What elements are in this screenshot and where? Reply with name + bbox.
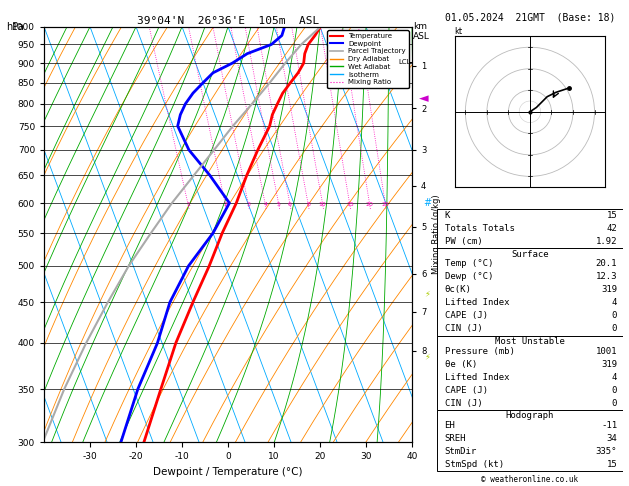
Bar xyxy=(437,410,623,471)
Text: Lifted Index: Lifted Index xyxy=(445,298,509,308)
Text: Temp (°C): Temp (°C) xyxy=(445,260,493,268)
Text: Totals Totals: Totals Totals xyxy=(445,224,515,233)
Bar xyxy=(437,335,623,410)
Text: 34: 34 xyxy=(606,434,617,443)
Text: 15: 15 xyxy=(606,460,617,469)
Text: ⚡: ⚡ xyxy=(425,289,431,298)
Text: 15: 15 xyxy=(606,211,617,220)
Text: Dewp (°C): Dewp (°C) xyxy=(445,272,493,281)
Text: Most Unstable: Most Unstable xyxy=(495,337,565,346)
Text: Lifted Index: Lifted Index xyxy=(445,373,509,382)
Text: LCL: LCL xyxy=(398,59,411,65)
Text: 20: 20 xyxy=(365,202,374,207)
Text: 319: 319 xyxy=(601,360,617,368)
Text: 2: 2 xyxy=(223,202,227,207)
Text: 0: 0 xyxy=(612,399,617,408)
Text: 0: 0 xyxy=(612,325,617,333)
Text: 1.92: 1.92 xyxy=(596,237,617,246)
Text: 15: 15 xyxy=(346,202,353,207)
Text: kt: kt xyxy=(455,27,463,36)
Text: θc(K): θc(K) xyxy=(445,285,472,295)
Text: StmDir: StmDir xyxy=(445,447,477,456)
Text: 10: 10 xyxy=(319,202,326,207)
Bar xyxy=(437,248,623,335)
Text: hPa: hPa xyxy=(6,22,24,32)
X-axis label: Dewpoint / Temperature (°C): Dewpoint / Temperature (°C) xyxy=(153,467,303,477)
Text: 8: 8 xyxy=(306,202,310,207)
Text: 1001: 1001 xyxy=(596,347,617,356)
Text: θe (K): θe (K) xyxy=(445,360,477,368)
Text: 4: 4 xyxy=(612,298,617,308)
Text: 319: 319 xyxy=(601,285,617,295)
Text: ⚡: ⚡ xyxy=(425,352,431,361)
Text: © weatheronline.co.uk: © weatheronline.co.uk xyxy=(481,474,579,484)
Text: -11: -11 xyxy=(601,421,617,430)
Text: 42: 42 xyxy=(606,224,617,233)
Text: K: K xyxy=(445,211,450,220)
Text: 4: 4 xyxy=(612,373,617,382)
Text: 0: 0 xyxy=(612,385,617,395)
Text: 5: 5 xyxy=(277,202,281,207)
Text: PW (cm): PW (cm) xyxy=(445,237,482,246)
Text: EH: EH xyxy=(445,421,455,430)
Text: #: # xyxy=(424,198,431,208)
Text: km
ASL: km ASL xyxy=(413,22,430,41)
Text: ◄: ◄ xyxy=(418,93,428,105)
Text: CAPE (J): CAPE (J) xyxy=(445,312,487,320)
Text: StmSpd (kt): StmSpd (kt) xyxy=(445,460,504,469)
Text: 01.05.2024  21GMT  (Base: 18): 01.05.2024 21GMT (Base: 18) xyxy=(445,12,615,22)
Text: 4: 4 xyxy=(263,202,267,207)
Text: CIN (J): CIN (J) xyxy=(445,325,482,333)
Text: Hodograph: Hodograph xyxy=(506,411,554,420)
Text: 335°: 335° xyxy=(596,447,617,456)
Text: 25: 25 xyxy=(381,202,389,207)
Y-axis label: Mixing Ratio (g/kg): Mixing Ratio (g/kg) xyxy=(432,195,441,274)
Text: Surface: Surface xyxy=(511,250,548,259)
Text: 1: 1 xyxy=(186,202,190,207)
Text: 12.3: 12.3 xyxy=(596,272,617,281)
Text: CAPE (J): CAPE (J) xyxy=(445,385,487,395)
Text: SREH: SREH xyxy=(445,434,466,443)
Legend: Temperature, Dewpoint, Parcel Trajectory, Dry Adiabat, Wet Adiabat, Isotherm, Mi: Temperature, Dewpoint, Parcel Trajectory… xyxy=(327,30,408,88)
Bar xyxy=(437,209,623,248)
Text: CIN (J): CIN (J) xyxy=(445,399,482,408)
Text: 0: 0 xyxy=(612,312,617,320)
Text: 3: 3 xyxy=(247,202,250,207)
Title: 39°04'N  26°36'E  105m  ASL: 39°04'N 26°36'E 105m ASL xyxy=(137,16,319,26)
Text: Pressure (mb): Pressure (mb) xyxy=(445,347,515,356)
Text: 6: 6 xyxy=(288,202,292,207)
Text: 20.1: 20.1 xyxy=(596,260,617,268)
